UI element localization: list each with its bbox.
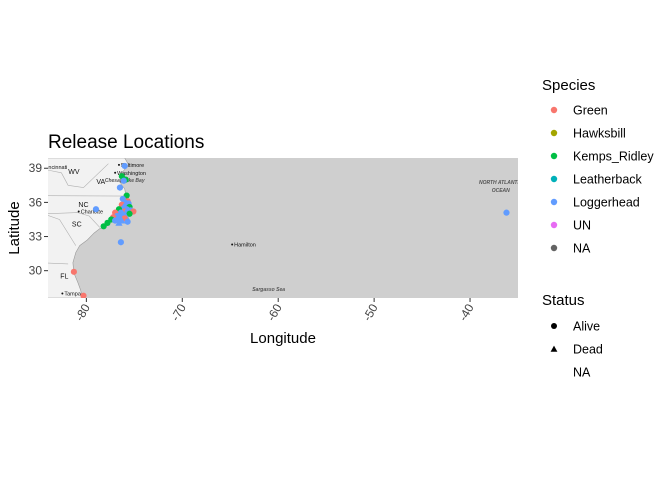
state-label: FL bbox=[60, 274, 68, 281]
status-legend-label: Dead bbox=[573, 343, 603, 357]
release-point bbox=[503, 209, 510, 216]
state-label: WV bbox=[68, 169, 80, 176]
state-border-line bbox=[48, 163, 109, 188]
city-dot bbox=[231, 243, 234, 246]
release-point bbox=[121, 162, 128, 170]
release-point bbox=[117, 239, 124, 246]
y-tick-label: 39 bbox=[29, 161, 43, 175]
state-border-line bbox=[48, 212, 101, 228]
city-label: Baltimore bbox=[121, 163, 144, 169]
release-point bbox=[70, 268, 77, 275]
state-border-line bbox=[48, 195, 126, 197]
release-point bbox=[92, 206, 100, 213]
species-legend-key bbox=[550, 198, 558, 206]
state-label: SC bbox=[72, 221, 82, 228]
water-body-label: OCEAN bbox=[492, 188, 510, 194]
species-legend-label: UN bbox=[573, 219, 591, 233]
species-legend-label: Loggerhead bbox=[573, 196, 640, 210]
city-label: Cincinnati bbox=[43, 165, 67, 171]
species-legend-label: Green bbox=[573, 104, 608, 118]
release-point bbox=[116, 184, 124, 191]
state-border-line bbox=[48, 262, 69, 265]
state-borders bbox=[48, 163, 126, 265]
y-tick-label: 33 bbox=[29, 230, 43, 244]
release-point bbox=[120, 177, 127, 184]
species-legend-key bbox=[550, 152, 558, 160]
city-label: Charlotte bbox=[81, 209, 103, 215]
status-legend-key-triangle bbox=[550, 345, 558, 352]
status-legend-label: Alive bbox=[573, 320, 600, 334]
y-axis-label: Latitude bbox=[6, 201, 23, 254]
city-dot bbox=[77, 210, 80, 213]
water-body-label: Sargasso Sea bbox=[252, 287, 285, 293]
species-legend-title: Species bbox=[542, 77, 595, 94]
x-tick-label: -50 bbox=[360, 301, 381, 323]
city-label: Tampa bbox=[64, 291, 81, 297]
species-legend-label: NA bbox=[573, 242, 591, 256]
release-point-dead bbox=[115, 219, 123, 226]
city-dot bbox=[61, 292, 64, 295]
map-panel: WV VA NC SC FL Cincinnati Baltimore Washington C… bbox=[43, 158, 523, 298]
species-legend-key bbox=[550, 129, 558, 137]
species-legend-key bbox=[550, 221, 558, 229]
x-tick-label: -80 bbox=[72, 301, 93, 323]
status-legend-title: Status bbox=[542, 292, 585, 309]
x-tick-label: -70 bbox=[168, 301, 189, 323]
species-legend-label: Kemps_Ridley bbox=[573, 150, 654, 164]
city-label: Washington bbox=[117, 171, 146, 177]
x-tick-label: -40 bbox=[456, 301, 477, 323]
x-axis-label: Longitude bbox=[250, 330, 316, 347]
state-border-line bbox=[48, 215, 77, 246]
release-point bbox=[126, 210, 133, 217]
city-dot bbox=[117, 163, 120, 166]
chart-title: Release Locations bbox=[48, 132, 204, 153]
x-tick-label: -60 bbox=[264, 301, 285, 323]
species-legend-key bbox=[550, 175, 558, 183]
status-legend-key-circle bbox=[551, 323, 557, 329]
x-axis-ticks: -80 -70 -60 -50 -40 bbox=[72, 298, 477, 324]
y-tick-label: 36 bbox=[29, 195, 43, 209]
water-body-label: NORTH ATLANTIC bbox=[479, 180, 523, 186]
species-legend: Species Green Hawksbill Kemps_Ridley Leathe… bbox=[542, 77, 654, 256]
y-tick-label: 30 bbox=[29, 264, 43, 278]
state-label: VA bbox=[96, 179, 105, 186]
species-legend-label: Hawksbill bbox=[573, 127, 626, 141]
release-point bbox=[124, 218, 131, 225]
y-axis-ticks: 30 33 36 39 bbox=[29, 161, 48, 278]
release-point bbox=[80, 292, 87, 298]
release-point bbox=[100, 223, 107, 230]
species-legend-label: Leatherback bbox=[573, 173, 643, 187]
status-legend: Status Alive Dead NA bbox=[542, 292, 603, 380]
status-legend-label: NA bbox=[573, 366, 591, 380]
species-legend-key bbox=[550, 244, 558, 252]
release-point bbox=[112, 217, 119, 224]
basemap-labels: WV VA NC SC FL Cincinnati Baltimore Washington C… bbox=[43, 163, 523, 298]
species-legend-key bbox=[550, 106, 558, 114]
state-label: NC bbox=[78, 202, 88, 209]
release-points bbox=[70, 162, 510, 298]
city-label: Hamilton bbox=[234, 243, 256, 249]
city-dot bbox=[114, 171, 117, 174]
